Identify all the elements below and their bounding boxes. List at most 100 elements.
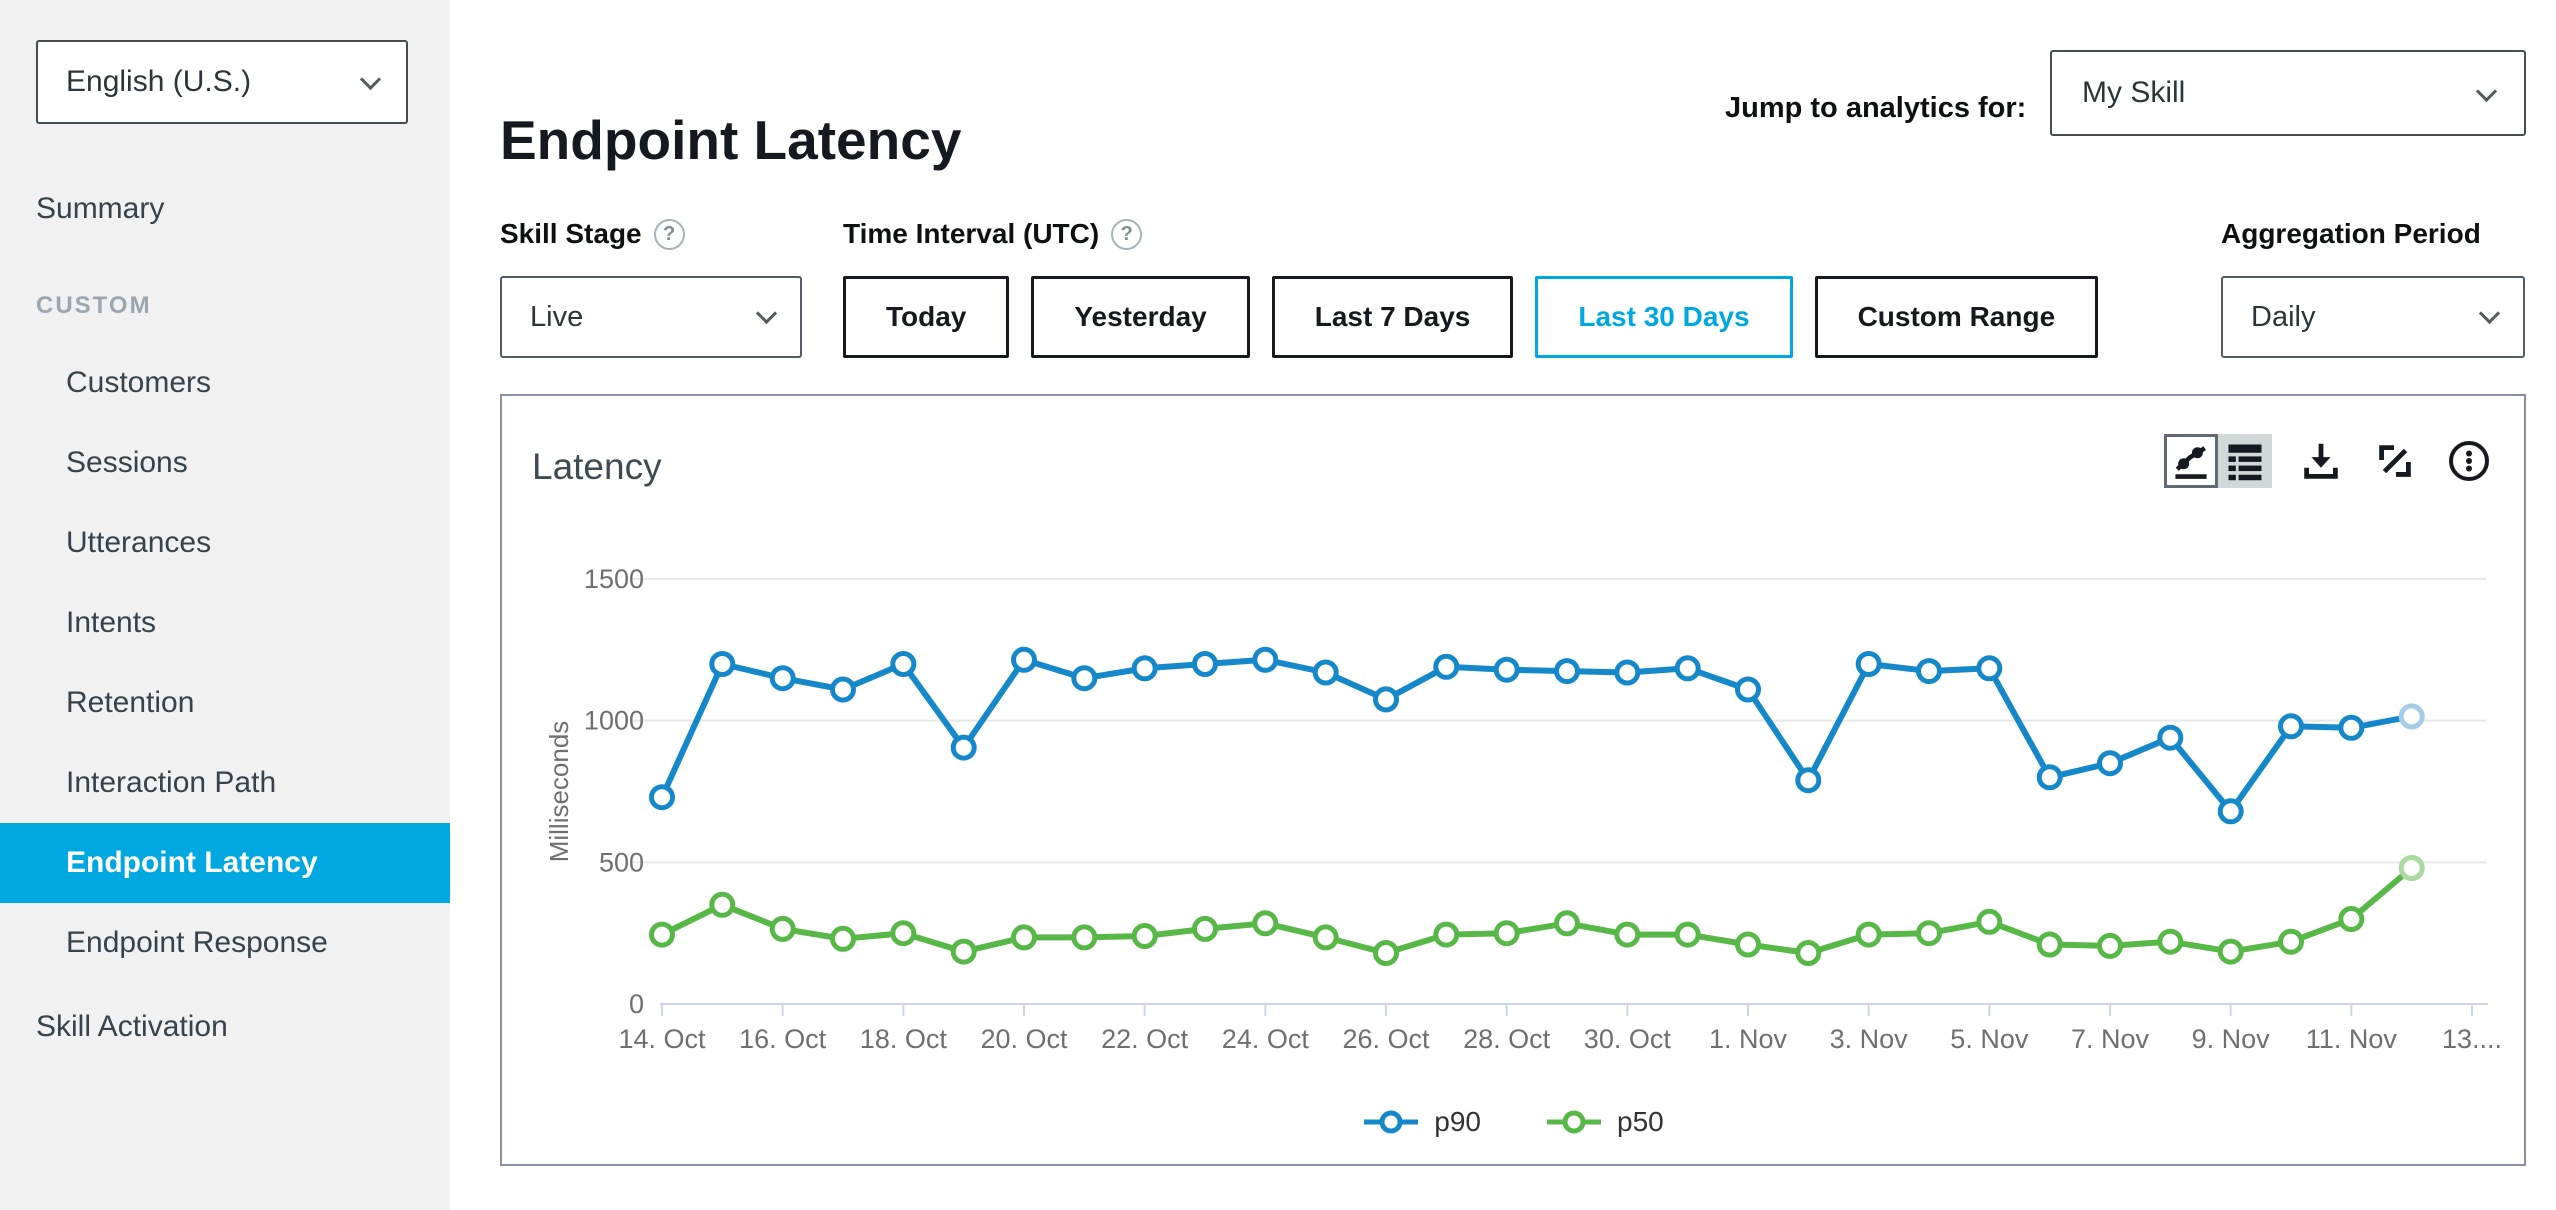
data-point-p50[interactable] — [1131, 923, 1158, 949]
data-point-p90[interactable] — [2278, 713, 2304, 740]
y-axis-tick-label: 1500 — [584, 564, 644, 594]
sidebar-item-intents[interactable]: Intents — [66, 606, 157, 639]
sidebar-item-sessions[interactable]: Sessions — [66, 446, 188, 479]
skill-stage-select[interactable]: Live — [500, 276, 802, 358]
data-point-p90[interactable] — [1373, 686, 1399, 713]
time-interval-button-today[interactable]: Today — [843, 276, 1010, 358]
download-icon[interactable] — [2296, 434, 2346, 488]
aggregation-period-value: Daily — [2251, 300, 2316, 333]
sidebar-item-summary[interactable]: Summary — [36, 192, 165, 225]
data-point-p50[interactable] — [1614, 921, 1641, 948]
x-axis-tick-label: 20. Oct — [980, 1024, 1068, 1054]
data-point-p90[interactable] — [649, 784, 675, 811]
time-interval-button-last-30-days[interactable]: Last 30 Days — [1535, 276, 1793, 358]
legend-item-p50[interactable]: p50 — [1545, 1106, 1664, 1138]
data-point-p90[interactable] — [1855, 651, 1882, 677]
x-axis-tick-label: 22. Oct — [1101, 1024, 1189, 1054]
time-interval-button-yesterday[interactable]: Yesterday — [1031, 276, 1250, 358]
data-point-p90[interactable] — [1735, 676, 1761, 703]
data-point-p90[interactable] — [709, 651, 736, 677]
data-point-p90[interactable] — [1674, 655, 1701, 682]
data-point-p50[interactable] — [1795, 940, 1822, 966]
data-point-p50[interactable] — [1976, 908, 2003, 935]
sidebar-item-customers[interactable]: Customers — [66, 366, 212, 399]
data-point-p50[interactable] — [649, 921, 675, 948]
data-point-p90[interactable] — [1312, 659, 1339, 686]
legend-marker-icon — [1364, 1110, 1419, 1134]
line-chart-view-icon[interactable] — [2164, 434, 2218, 488]
chart-legend: p90 p50 — [502, 1106, 2524, 1138]
series-line-p90 — [659, 656, 2415, 815]
data-point-p90[interactable] — [1011, 646, 1037, 673]
data-point-p50[interactable] — [2278, 928, 2304, 955]
data-point-p50[interactable] — [1192, 915, 1218, 942]
data-point-p50[interactable] — [2157, 928, 2184, 955]
sidebar-item-endpoint-response[interactable]: Endpoint Response — [66, 926, 328, 959]
sidebar-item-interaction-path[interactable]: Interaction Path — [66, 766, 277, 799]
data-point-p90[interactable] — [1192, 651, 1218, 677]
language-selector[interactable]: English (U.S.) — [36, 40, 408, 124]
data-point-p90[interactable] — [769, 665, 796, 692]
sidebar-item-utterances[interactable]: Utterances — [66, 526, 212, 559]
sidebar-item-retention[interactable]: Retention — [66, 686, 195, 719]
data-point-p90[interactable] — [1493, 656, 1520, 683]
data-point-p90[interactable] — [1554, 658, 1580, 685]
data-point-p90[interactable] — [2217, 798, 2244, 825]
data-point-p50[interactable] — [1855, 921, 1882, 948]
data-point-p90[interactable] — [2157, 724, 2184, 751]
data-point-p50[interactable] — [2398, 855, 2425, 881]
legend-marker-icon — [1547, 1110, 1601, 1134]
time-interval-buttons: Today Yesterday Last 7 Days Last 30 Days Cus… — [843, 276, 2099, 358]
data-point-p50[interactable] — [1011, 924, 1037, 951]
data-point-p50[interactable] — [2036, 931, 2063, 958]
data-point-p50[interactable] — [890, 920, 917, 947]
data-point-p50[interactable] — [1735, 931, 1761, 958]
table-view-icon[interactable] — [2218, 434, 2272, 488]
data-point-p50[interactable] — [1916, 920, 1942, 947]
skill-stage-label: Skill Stage ? — [500, 218, 685, 250]
data-point-p50[interactable] — [1493, 920, 1520, 947]
context-menu-icon[interactable] — [2444, 434, 2494, 488]
data-point-p90[interactable] — [830, 676, 856, 703]
skill-selector[interactable]: My Skill — [2050, 50, 2526, 136]
jump-to-analytics-label: Jump to analytics for: — [1725, 92, 2027, 124]
question-mark-icon[interactable]: ? — [1111, 218, 1143, 250]
data-point-p50[interactable] — [1554, 910, 1580, 937]
data-point-p90[interactable] — [1252, 646, 1279, 673]
data-point-p50[interactable] — [709, 891, 736, 918]
data-point-p90[interactable] — [950, 734, 977, 761]
data-point-p50[interactable] — [2338, 906, 2365, 932]
data-point-p50[interactable] — [830, 925, 856, 952]
data-point-p50[interactable] — [769, 915, 796, 942]
legend-item-p90[interactable]: p90 — [1362, 1106, 1481, 1138]
data-point-p90[interactable] — [2398, 703, 2425, 730]
data-point-p90[interactable] — [2338, 714, 2365, 741]
question-mark-icon[interactable]: ? — [653, 218, 685, 250]
data-point-p50[interactable] — [2217, 938, 2244, 965]
data-point-p50[interactable] — [950, 938, 977, 965]
time-interval-button-last-7-days[interactable]: Last 7 Days — [1271, 276, 1514, 358]
data-point-p90[interactable] — [1433, 653, 1460, 680]
data-point-p50[interactable] — [1071, 924, 1098, 951]
data-point-p90[interactable] — [1976, 655, 2003, 682]
data-point-p90[interactable] — [1916, 658, 1942, 685]
aggregation-period-select[interactable]: Daily — [2221, 276, 2525, 358]
data-point-p90[interactable] — [1795, 767, 1822, 794]
data-point-p90[interactable] — [1614, 659, 1641, 686]
data-point-p50[interactable] — [1252, 910, 1279, 937]
data-point-p90[interactable] — [1131, 655, 1158, 682]
data-point-p50[interactable] — [2097, 932, 2123, 959]
resize-icon[interactable] — [2370, 434, 2420, 488]
data-point-p50[interactable] — [1373, 940, 1399, 966]
data-point-p50[interactable] — [1674, 921, 1701, 948]
time-interval-button-custom-range[interactable]: Custom Range — [1814, 276, 2099, 358]
data-point-p90[interactable] — [2036, 764, 2063, 791]
x-axis-tick-label: 26. Oct — [1342, 1024, 1430, 1054]
data-point-p50[interactable] — [1312, 924, 1339, 951]
data-point-p90[interactable] — [2097, 750, 2123, 777]
sidebar-item-endpoint-latency[interactable]: Endpoint Latency — [0, 823, 450, 903]
data-point-p50[interactable] — [1433, 921, 1460, 948]
data-point-p90[interactable] — [1071, 665, 1098, 692]
sidebar-item-skill-activation[interactable]: Skill Activation — [36, 1010, 228, 1043]
data-point-p90[interactable] — [890, 651, 917, 677]
